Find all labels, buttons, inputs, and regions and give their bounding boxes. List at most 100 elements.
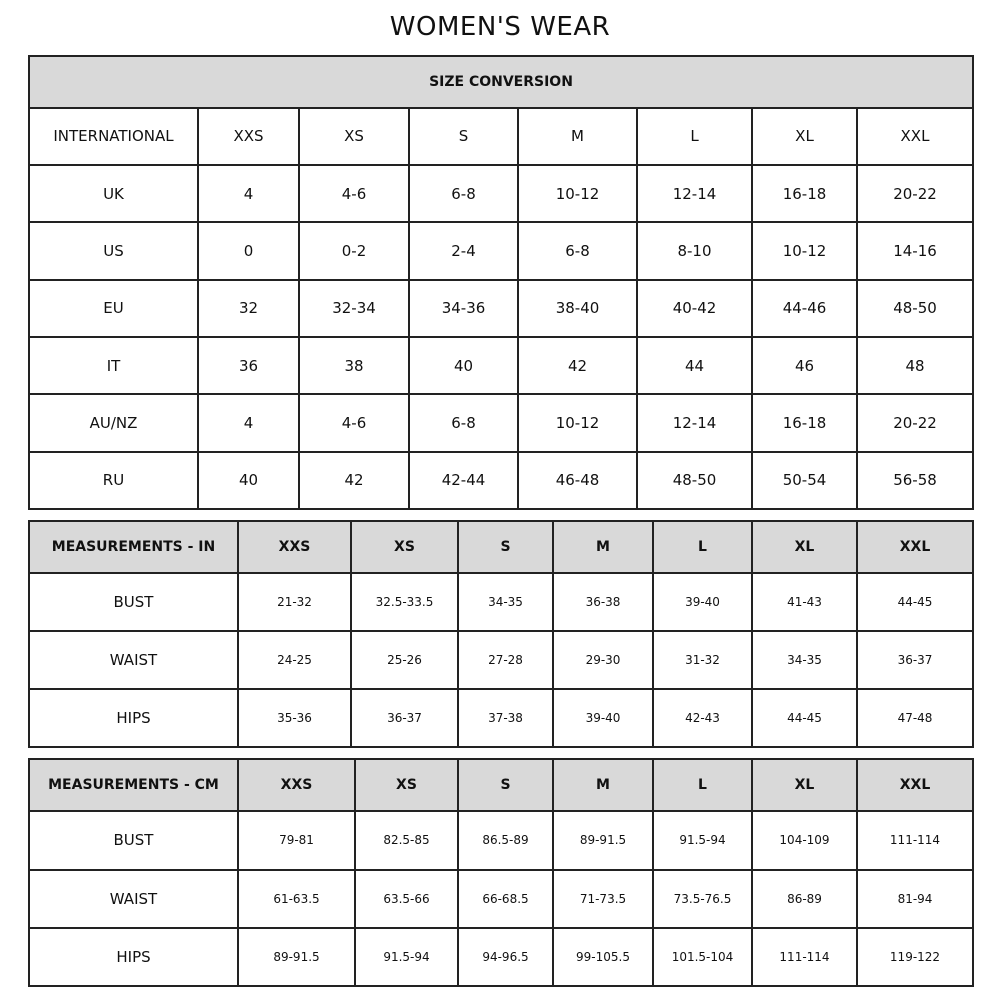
column-header: MEASUREMENTS - IN (28, 519, 239, 575)
table-cell: 36-37 (856, 630, 974, 691)
table-cell: 35-36 (237, 688, 352, 748)
table-cell: 36-38 (552, 572, 654, 633)
column-header: L (652, 757, 753, 813)
table-cell: 34-35 (751, 630, 858, 691)
table-cell: 38 (298, 335, 410, 396)
column-header: MEASUREMENTS - CM (28, 757, 239, 813)
row-label: WAIST (28, 868, 239, 929)
table-cell: 81-94 (856, 868, 974, 929)
table-cell: 44-45 (751, 688, 858, 748)
table-cell: 37-38 (457, 688, 554, 748)
table-cell: 32.5-33.5 (350, 572, 459, 633)
table-cell: 73.5-76.5 (652, 868, 753, 929)
table-cell: 0 (197, 221, 300, 281)
table-cell: 41-43 (751, 572, 858, 633)
column-header: XL (751, 757, 858, 813)
column-header: S (457, 757, 554, 813)
table-cell: 20-22 (856, 393, 974, 453)
table-cell: 4-6 (298, 163, 410, 224)
column-header: XS (298, 106, 410, 166)
table-row: BUST 79-81 82.5-85 86.5-89 89-91.5 91.5-94 104… (28, 810, 974, 871)
column-header: XXS (237, 519, 352, 575)
column-header-row: MEASUREMENTS - CM XXS XS S M L XL XXL (28, 757, 974, 813)
table-cell: 99-105.5 (552, 926, 654, 988)
table-row: US 0 0-2 2-4 6-8 8-10 10-12 14-16 (28, 221, 974, 281)
column-header: INTERNATIONAL (28, 106, 199, 166)
table-cell: 8-10 (636, 221, 753, 281)
table-cell: 119-122 (856, 926, 974, 988)
column-header: L (636, 106, 753, 166)
table-cell: 101.5-104 (652, 926, 753, 988)
table-cell: 32 (197, 278, 300, 338)
table-cell: 4 (197, 393, 300, 453)
table-cell: 4 (197, 163, 300, 224)
table-row: UK 4 4-6 6-8 10-12 12-14 16-18 20-22 (28, 163, 974, 224)
row-label: WAIST (28, 630, 239, 691)
table-cell: 16-18 (751, 393, 858, 453)
table-cell: 44-46 (751, 278, 858, 338)
table-cell: 46-48 (517, 450, 638, 511)
table-cell: 48 (856, 335, 974, 396)
table-cell: 42 (517, 335, 638, 396)
column-header: S (457, 519, 554, 575)
table-cell: 12-14 (636, 163, 753, 224)
measurements-cm-table: MEASUREMENTS - CM XXS XS S M L XL XXL BUST 79-81 8… (28, 757, 974, 988)
table-cell: 89-91.5 (552, 810, 654, 871)
column-header-row: MEASUREMENTS - IN XXS XS S M L XL XXL (28, 519, 974, 575)
table-cell: 89-91.5 (237, 926, 356, 988)
table-cell: 40-42 (636, 278, 753, 338)
table-cell: 79-81 (237, 810, 356, 871)
section-heading: SIZE CONVERSION (28, 55, 974, 109)
table-cell: 12-14 (636, 393, 753, 453)
table-cell: 25-26 (350, 630, 459, 691)
row-label: AU/NZ (28, 393, 199, 453)
row-label: HIPS (28, 926, 239, 988)
table-cell: 27-28 (457, 630, 554, 691)
table-cell: 2-4 (408, 221, 519, 281)
table-cell: 6-8 (517, 221, 638, 281)
column-header: XXL (856, 106, 974, 166)
table-cell: 38-40 (517, 278, 638, 338)
table-cell: 40 (197, 450, 300, 511)
table-cell: 66-68.5 (457, 868, 554, 929)
table-cell: 86-89 (751, 868, 858, 929)
column-header: XS (350, 519, 459, 575)
table-cell: 16-18 (751, 163, 858, 224)
table-cell: 91.5-94 (652, 810, 753, 871)
table-cell: 29-30 (552, 630, 654, 691)
table-row: WAIST 61-63.5 63.5-66 66-68.5 71-73.5 73.5-76… (28, 868, 974, 929)
column-header: XXL (856, 519, 974, 575)
table-cell: 21-32 (237, 572, 352, 633)
column-header: XXS (197, 106, 300, 166)
column-header: XS (354, 757, 459, 813)
table-cell: 50-54 (751, 450, 858, 511)
row-label: HIPS (28, 688, 239, 748)
table-cell: 42-44 (408, 450, 519, 511)
table-cell: 82.5-85 (354, 810, 459, 871)
table-cell: 4-6 (298, 393, 410, 453)
table-cell: 24-25 (237, 630, 352, 691)
table-cell: 34-36 (408, 278, 519, 338)
column-header: M (552, 757, 654, 813)
measurements-in-table: MEASUREMENTS - IN XXS XS S M L XL XXL BUST 21-32 3… (28, 519, 974, 748)
table-cell: 20-22 (856, 163, 974, 224)
section-header-row: SIZE CONVERSION (28, 55, 974, 109)
table-cell: 39-40 (652, 572, 753, 633)
table-cell: 44 (636, 335, 753, 396)
table-cell: 44-45 (856, 572, 974, 633)
table-cell: 14-16 (856, 221, 974, 281)
row-label: EU (28, 278, 199, 338)
table-cell: 111-114 (856, 810, 974, 871)
table-cell: 32-34 (298, 278, 410, 338)
column-header: S (408, 106, 519, 166)
table-cell: 36-37 (350, 688, 459, 748)
row-label: UK (28, 163, 199, 224)
table-cell: 6-8 (408, 163, 519, 224)
row-label: IT (28, 335, 199, 396)
column-header: M (517, 106, 638, 166)
table-row: RU 40 42 42-44 46-48 48-50 50-54 56-58 (28, 450, 974, 511)
table-row: IT 36 38 40 42 44 46 48 (28, 335, 974, 396)
column-header: XXL (856, 757, 974, 813)
table-cell: 39-40 (552, 688, 654, 748)
table-cell: 10-12 (751, 221, 858, 281)
